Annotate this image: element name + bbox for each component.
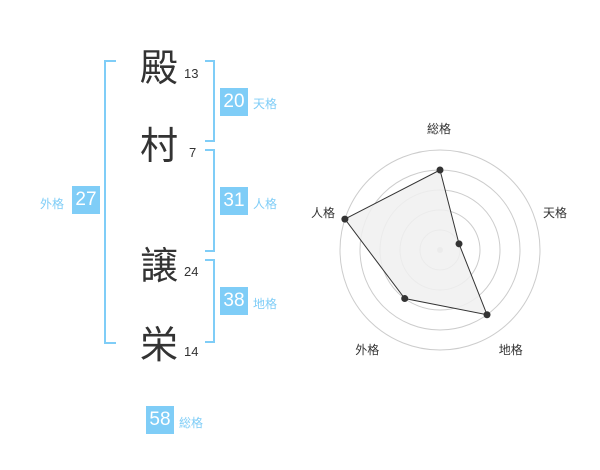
- radar-point: [341, 215, 349, 223]
- gaikaku-label: 外格: [40, 197, 65, 211]
- stroke-count-3: 24: [184, 264, 199, 279]
- chikaku-label: 地格: [253, 297, 278, 311]
- radar-area: [344, 169, 488, 316]
- tenkaku-value: 20: [220, 88, 248, 116]
- jinkaku-bracket: [205, 149, 215, 252]
- gaikaku-bracket: [104, 60, 116, 344]
- gaikaku-value: 27: [72, 186, 100, 214]
- chikaku-value: 38: [220, 287, 248, 315]
- radar-point: [436, 166, 444, 174]
- soukaku-value: 58: [146, 406, 174, 434]
- name-char-3: 譲: [140, 244, 179, 288]
- jinkaku-value: 31: [220, 187, 248, 215]
- radar-ring: [339, 149, 541, 351]
- radar-point: [401, 295, 409, 303]
- radar-axis-label: 人格: [310, 206, 335, 221]
- name-char-1: 殿: [140, 46, 179, 90]
- radar-axis-label: 天格: [543, 206, 568, 221]
- radar-point: [455, 240, 463, 248]
- name-char-4: 栄: [140, 323, 179, 367]
- radar-point: [483, 311, 491, 319]
- radar-axis-label: 地格: [498, 342, 523, 357]
- stroke-count-1: 13: [184, 66, 199, 81]
- chikaku-bracket: [205, 259, 215, 343]
- radar-axis-label: 総格: [427, 122, 452, 136]
- name-char-2: 村: [140, 124, 179, 168]
- tenkaku-label: 天格: [253, 97, 278, 111]
- stroke-count-2: 7: [189, 145, 197, 160]
- soukaku-label: 総格: [179, 416, 204, 430]
- stroke-count-4: 14: [184, 344, 199, 359]
- jinkaku-label: 人格: [253, 197, 278, 211]
- radar-axis-label: 外格: [355, 342, 380, 357]
- tenkaku-bracket: [205, 60, 215, 142]
